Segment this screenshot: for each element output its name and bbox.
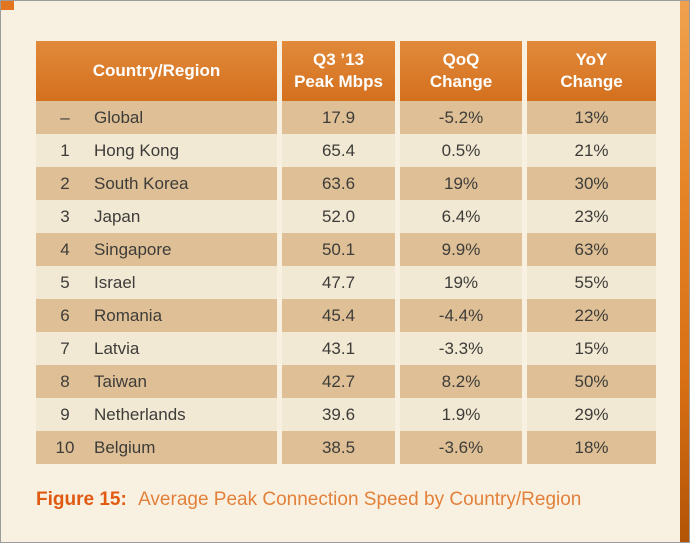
table-header-row: Country/Region Q3 ’13 Peak Mbps QoQ Chan…: [36, 41, 656, 101]
rank-label: 4: [60, 239, 70, 259]
qoq-change-value: -3.6%: [400, 431, 522, 464]
figure-caption: Figure 15: Average Peak Connection Speed…: [36, 489, 581, 511]
peak-mbps-value: 43.1: [282, 332, 395, 365]
top-left-corner-accent: [1, 1, 14, 10]
header-yoy-change: YoY Change: [527, 41, 656, 101]
header-peak-mbps: Q3 ’13 Peak Mbps: [282, 41, 395, 101]
qoq-change-value: 0.5%: [400, 134, 522, 167]
yoy-change-value: 21%: [527, 134, 656, 167]
header-country-region: Country/Region: [36, 41, 277, 101]
country-cell: 5 Israel: [36, 266, 277, 299]
rank-label: 7: [60, 338, 70, 358]
header-label: Change: [560, 72, 623, 91]
rank-label: –: [60, 107, 70, 127]
country-name: Israel: [94, 272, 136, 292]
country-cell: 8 Taiwan: [36, 365, 277, 398]
table-row: 1 Hong Kong 65.4 0.5% 21%: [36, 134, 656, 167]
yoy-change-value: 13%: [527, 101, 656, 134]
country-name: South Korea: [94, 173, 189, 193]
table-body: – Global 17.9 -5.2% 13% 1 Hong Kong 65.4…: [36, 101, 656, 464]
qoq-change-value: 19%: [400, 266, 522, 299]
qoq-change-value: 1.9%: [400, 398, 522, 431]
country-cell: 9 Netherlands: [36, 398, 277, 431]
table-row: 2 South Korea 63.6 19% 30%: [36, 167, 656, 200]
country-cell: 7 Latvia: [36, 332, 277, 365]
yoy-change-value: 29%: [527, 398, 656, 431]
peak-mbps-value: 17.9: [282, 101, 395, 134]
header-label: Q3 ’13: [312, 49, 365, 69]
table-row: 4 Singapore 50.1 9.9% 63%: [36, 233, 656, 266]
peak-mbps-value: 42.7: [282, 365, 395, 398]
header-label: Peak Mbps: [294, 72, 383, 91]
yoy-change-value: 55%: [527, 266, 656, 299]
rank-label: 3: [60, 206, 70, 226]
table-row: 6 Romania 45.4 -4.4% 22%: [36, 299, 656, 332]
rank-label: 8: [60, 371, 70, 391]
right-edge-accent: [680, 1, 689, 542]
country-cell: 10 Belgium: [36, 431, 277, 464]
yoy-change-value: 50%: [527, 365, 656, 398]
rank-label: 9: [60, 404, 70, 424]
rank-label: 1: [60, 140, 70, 160]
rank-label: 2: [60, 173, 70, 193]
data-table: Country/Region Q3 ’13 Peak Mbps QoQ Chan…: [36, 41, 656, 464]
country-cell: 2 South Korea: [36, 167, 277, 200]
yoy-change-value: 63%: [527, 233, 656, 266]
country-cell: – Global: [36, 101, 277, 134]
yoy-change-value: 15%: [527, 332, 656, 365]
table-row: 3 Japan 52.0 6.4% 23%: [36, 200, 656, 233]
country-cell: 6 Romania: [36, 299, 277, 332]
country-name: Singapore: [94, 239, 172, 259]
peak-mbps-value: 45.4: [282, 299, 395, 332]
header-label: Change: [429, 72, 493, 91]
peak-mbps-value: 52.0: [282, 200, 395, 233]
country-cell: 3 Japan: [36, 200, 277, 233]
qoq-change-value: 6.4%: [400, 200, 522, 233]
yoy-change-value: 23%: [527, 200, 656, 233]
rank-label: 6: [60, 305, 70, 325]
header-label: QoQ: [442, 49, 480, 69]
peak-mbps-value: 39.6: [282, 398, 395, 431]
yoy-change-value: 18%: [527, 431, 656, 464]
table-row: 5 Israel 47.7 19% 55%: [36, 266, 656, 299]
qoq-change-value: -4.4%: [400, 299, 522, 332]
header-label: YoY: [575, 49, 608, 69]
qoq-change-value: -3.3%: [400, 332, 522, 365]
table-row: 9 Netherlands 39.6 1.9% 29%: [36, 398, 656, 431]
rank-label: 5: [60, 272, 70, 292]
country-name: Taiwan: [94, 371, 147, 391]
header-label: Country/Region: [92, 60, 221, 80]
rank-label: 10: [55, 437, 75, 457]
country-name: Global: [94, 107, 144, 127]
peak-mbps-value: 63.6: [282, 167, 395, 200]
yoy-change-value: 30%: [527, 167, 656, 200]
country-cell: 1 Hong Kong: [36, 134, 277, 167]
peak-mbps-value: 38.5: [282, 431, 395, 464]
figure-caption-text: Average Peak Connection Speed by Country…: [138, 489, 582, 510]
table-row: 7 Latvia 43.1 -3.3% 15%: [36, 332, 656, 365]
table-row: 8 Taiwan 42.7 8.2% 50%: [36, 365, 656, 398]
country-name: Netherlands: [94, 404, 186, 424]
country-name: Romania: [94, 305, 163, 325]
qoq-change-value: 8.2%: [400, 365, 522, 398]
qoq-change-value: 19%: [400, 167, 522, 200]
yoy-change-value: 22%: [527, 299, 656, 332]
peak-mbps-value: 50.1: [282, 233, 395, 266]
table-row: – Global 17.9 -5.2% 13%: [36, 101, 656, 134]
country-name: Japan: [94, 206, 141, 226]
header-qoq-change: QoQ Change: [400, 41, 522, 101]
country-cell: 4 Singapore: [36, 233, 277, 266]
table-row: 10 Belgium 38.5 -3.6% 18%: [36, 431, 656, 464]
qoq-change-value: -5.2%: [400, 101, 522, 134]
peak-mbps-value: 65.4: [282, 134, 395, 167]
country-name: Hong Kong: [94, 140, 180, 160]
country-name: Latvia: [94, 338, 140, 358]
figure-caption-label: Figure 15:: [36, 489, 127, 510]
qoq-change-value: 9.9%: [400, 233, 522, 266]
country-name: Belgium: [94, 437, 156, 457]
peak-mbps-value: 47.7: [282, 266, 395, 299]
